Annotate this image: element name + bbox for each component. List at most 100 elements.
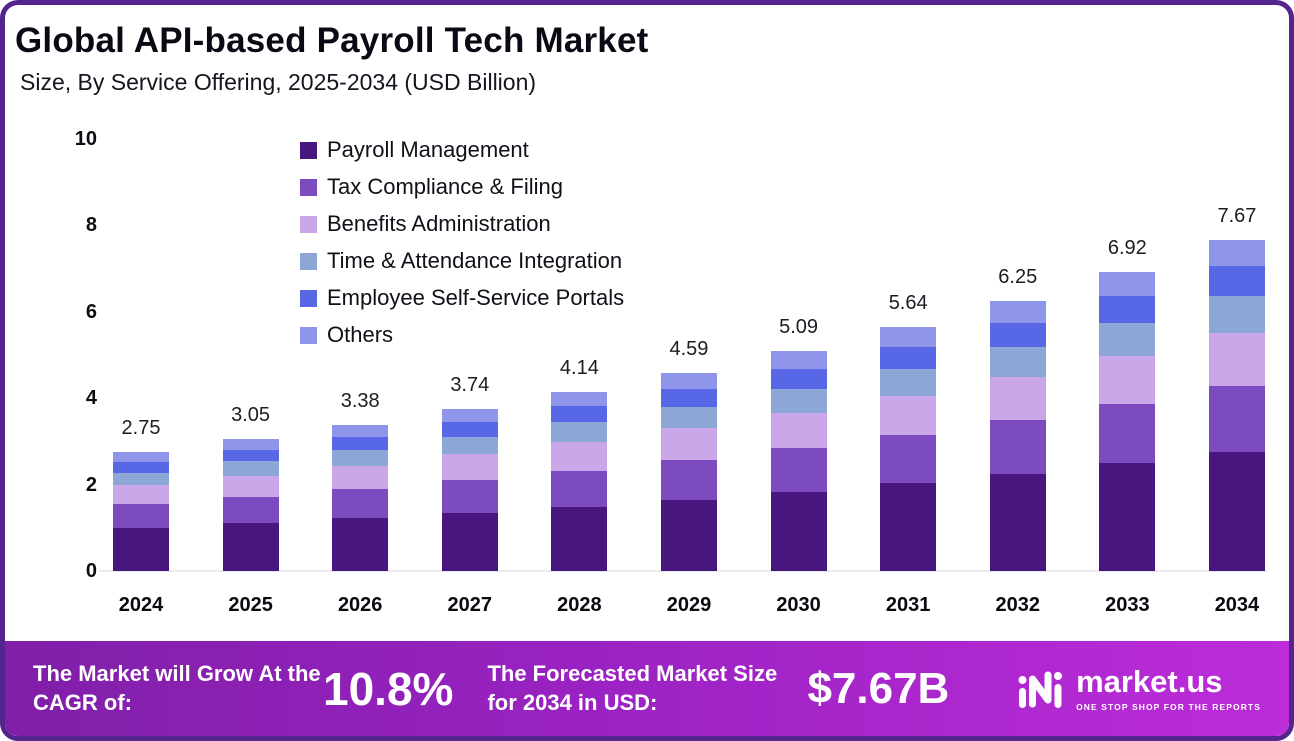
- bar-segment: [989, 419, 1046, 474]
- bar-segment: [880, 327, 937, 347]
- bar-segment: [441, 436, 498, 455]
- bar-column: 3.05 2025: [222, 139, 279, 616]
- bar-segment: [551, 442, 608, 471]
- x-axis-year-label: 2028: [557, 594, 602, 616]
- bar-segment: [441, 512, 498, 571]
- bar-column: 3.74 2027: [441, 139, 498, 616]
- bar-total-label: 3.38: [340, 389, 380, 412]
- bar-column: 7.67 2034: [1208, 139, 1265, 616]
- legend: Payroll Management Tax Compliance & Filin…: [300, 137, 624, 359]
- bar-segment: [770, 491, 827, 571]
- brand-name: market.us: [1076, 663, 1223, 699]
- bar-column: 6.25 2032: [989, 139, 1046, 616]
- bar-segment: [222, 461, 279, 476]
- bar-segment: [113, 452, 169, 462]
- bar-segment: [1099, 463, 1156, 571]
- bar-segment: [113, 504, 169, 529]
- bar-segment: [222, 449, 279, 462]
- bar-segment: [989, 473, 1046, 571]
- legend-item: Time & Attendance Integration: [300, 248, 624, 274]
- legend-swatch: [300, 178, 317, 196]
- bar-total-label: 2.75: [121, 417, 161, 440]
- y-axis: 0 2 4 6 8 10: [55, 128, 97, 582]
- bar-segment: [332, 488, 389, 519]
- brand-text: market.us ONE STOP SHOP FOR THE REPORTS: [1076, 666, 1261, 712]
- footer-banner: The Market will Grow At the CAGR of: 10.…: [5, 641, 1289, 736]
- bar-segment: [332, 518, 389, 571]
- bar-total-label: 3.05: [231, 404, 271, 427]
- bar-total-label: 7.67: [1217, 204, 1257, 227]
- bar-segment: [551, 422, 608, 443]
- x-axis-year-label: 2032: [995, 594, 1041, 616]
- bar-segment: [660, 406, 717, 429]
- legend-item: Benefits Administration: [300, 211, 624, 237]
- x-axis-year-label: 2025: [228, 594, 273, 616]
- bar-segment: [1208, 332, 1265, 386]
- marketus-logo-icon: [1016, 665, 1064, 713]
- bar-segment: [332, 465, 389, 489]
- x-axis-year-label: 2030: [776, 594, 821, 616]
- bar-segment: [1099, 296, 1156, 324]
- bar-segment: [1208, 451, 1265, 571]
- legend-item: Others: [300, 322, 624, 348]
- bar-segment: [113, 472, 169, 486]
- bar-column: 5.09 2030: [770, 139, 827, 616]
- bar-total-label: 4.14: [559, 357, 599, 380]
- bar-total-label: 5.64: [888, 292, 928, 315]
- bar-segment: [1208, 296, 1265, 333]
- legend-label: Others: [327, 322, 394, 347]
- legend-swatch: [300, 289, 317, 307]
- bar-segment: [770, 368, 827, 389]
- bar-segment: [1208, 239, 1265, 267]
- bar-column: 3.38 2026: [332, 139, 389, 616]
- x-axis-year-label: 2027: [447, 594, 493, 616]
- y-axis-tick-label: 6: [85, 300, 97, 323]
- bar-segment: [113, 461, 169, 473]
- y-axis-tick-label: 10: [74, 128, 97, 150]
- legend-item: Employee Self-Service Portals: [300, 285, 624, 311]
- bar-segment: [222, 497, 279, 524]
- bar-column: 2.75 2024: [113, 139, 169, 616]
- legend-label: Payroll Management: [327, 137, 529, 162]
- bar-segment: [880, 483, 937, 571]
- bar-segment: [551, 406, 608, 423]
- page-title: Global API-based Payroll Tech Market: [15, 21, 649, 60]
- bar-segment: [660, 372, 717, 390]
- x-axis-year-label: 2033: [1105, 594, 1150, 616]
- bar-segment: [1208, 266, 1265, 297]
- legend-swatch: [300, 141, 317, 159]
- bar-segment: [113, 485, 169, 505]
- legend-swatch: [300, 252, 317, 270]
- legend-swatch: [300, 326, 317, 344]
- bar-column: 5.64 2031: [880, 139, 937, 616]
- bar-segment: [551, 470, 608, 507]
- bar-segment: [660, 499, 717, 571]
- bar-segment: [332, 425, 389, 437]
- bar-segment: [441, 422, 498, 437]
- bar-segment: [1208, 385, 1265, 452]
- y-axis-tick-label: 2: [85, 473, 97, 496]
- bar-segment: [770, 388, 827, 413]
- bar-segment: [770, 351, 827, 369]
- x-axis-year-label: 2034: [1214, 594, 1260, 616]
- bar-segment: [113, 528, 169, 571]
- header: Global API-based Payroll Tech Market Siz…: [15, 21, 649, 96]
- bar-total-label: 4.59: [669, 337, 709, 360]
- legend-item: Payroll Management: [300, 137, 624, 163]
- bar-segment: [441, 480, 498, 513]
- y-axis-tick-label: 8: [85, 214, 97, 237]
- legend-item: Tax Compliance & Filing: [300, 174, 624, 200]
- bar-segment: [989, 301, 1046, 323]
- bar-total-label: 6.25: [998, 266, 1038, 288]
- bar-segment: [1099, 323, 1156, 356]
- bar-column: 6.92 2033: [1099, 139, 1156, 616]
- cagr-value: 10.8%: [323, 662, 454, 715]
- bar-segment: [1099, 355, 1156, 404]
- forecast-value: $7.67B: [807, 663, 950, 713]
- bar-segment: [1099, 403, 1156, 464]
- bar-column: 4.59 2029: [660, 139, 717, 616]
- plot-area: 2.75 2024 3.05 2025 3.38 2026 3.74 2027 4.14 2028…: [99, 139, 1267, 616]
- y-axis-tick-label: 0: [85, 560, 97, 582]
- bar-segment: [551, 506, 608, 571]
